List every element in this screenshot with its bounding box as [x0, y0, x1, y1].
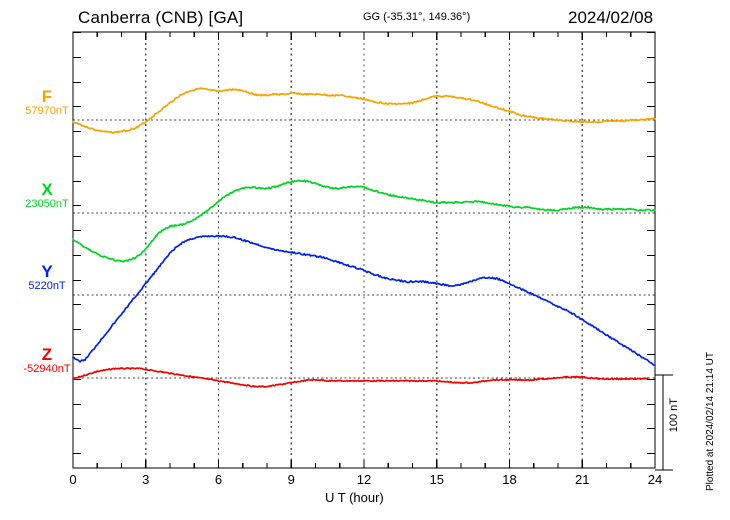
trace-layer [72, 87, 656, 388]
component-name: Y [41, 262, 53, 281]
component-name: X [41, 180, 53, 199]
component-label-x: X 23050nT [25, 181, 68, 211]
component-baseline-value: 57970nT [25, 105, 69, 117]
x-tick-label: 24 [647, 472, 663, 487]
x-tick-label: 9 [287, 472, 295, 487]
x-tick-label: 3 [142, 472, 150, 487]
x-tick-label: 15 [429, 472, 444, 487]
component-label-f: F 57970nT [25, 88, 68, 118]
geographic-coordinates: GG (-35.31°, 149.36°) [363, 11, 471, 23]
x-axis-label: U T (hour) [325, 490, 384, 505]
component-name: F [41, 87, 53, 106]
x-tick-label: 18 [502, 472, 517, 487]
x-tick-label: 12 [356, 472, 372, 487]
component-label-z: Z -52940nT [23, 346, 70, 376]
observation-date: 2024/02/08 [568, 8, 654, 27]
component-baseline-value: -52940nT [23, 363, 71, 375]
x-tick-label: 6 [214, 472, 223, 487]
grid-layer [73, 32, 655, 468]
component-label-y: Y 5220nT [28, 263, 65, 293]
scale-bar [655, 374, 673, 471]
plot-timestamp: Plotted at 2024/02/14 21:14 UT [705, 352, 716, 491]
scale-bar-label: 100 nT [668, 398, 680, 433]
plot-frame [72, 31, 656, 469]
component-name: Z [41, 345, 53, 364]
component-baseline-value: 23050nT [25, 198, 69, 210]
x-tick-label: 21 [575, 472, 590, 487]
x-tick-label: 0 [69, 472, 77, 487]
component-baseline-value: 5220nT [28, 280, 66, 292]
page-title: Canberra (CNB) [GA] [78, 8, 244, 27]
